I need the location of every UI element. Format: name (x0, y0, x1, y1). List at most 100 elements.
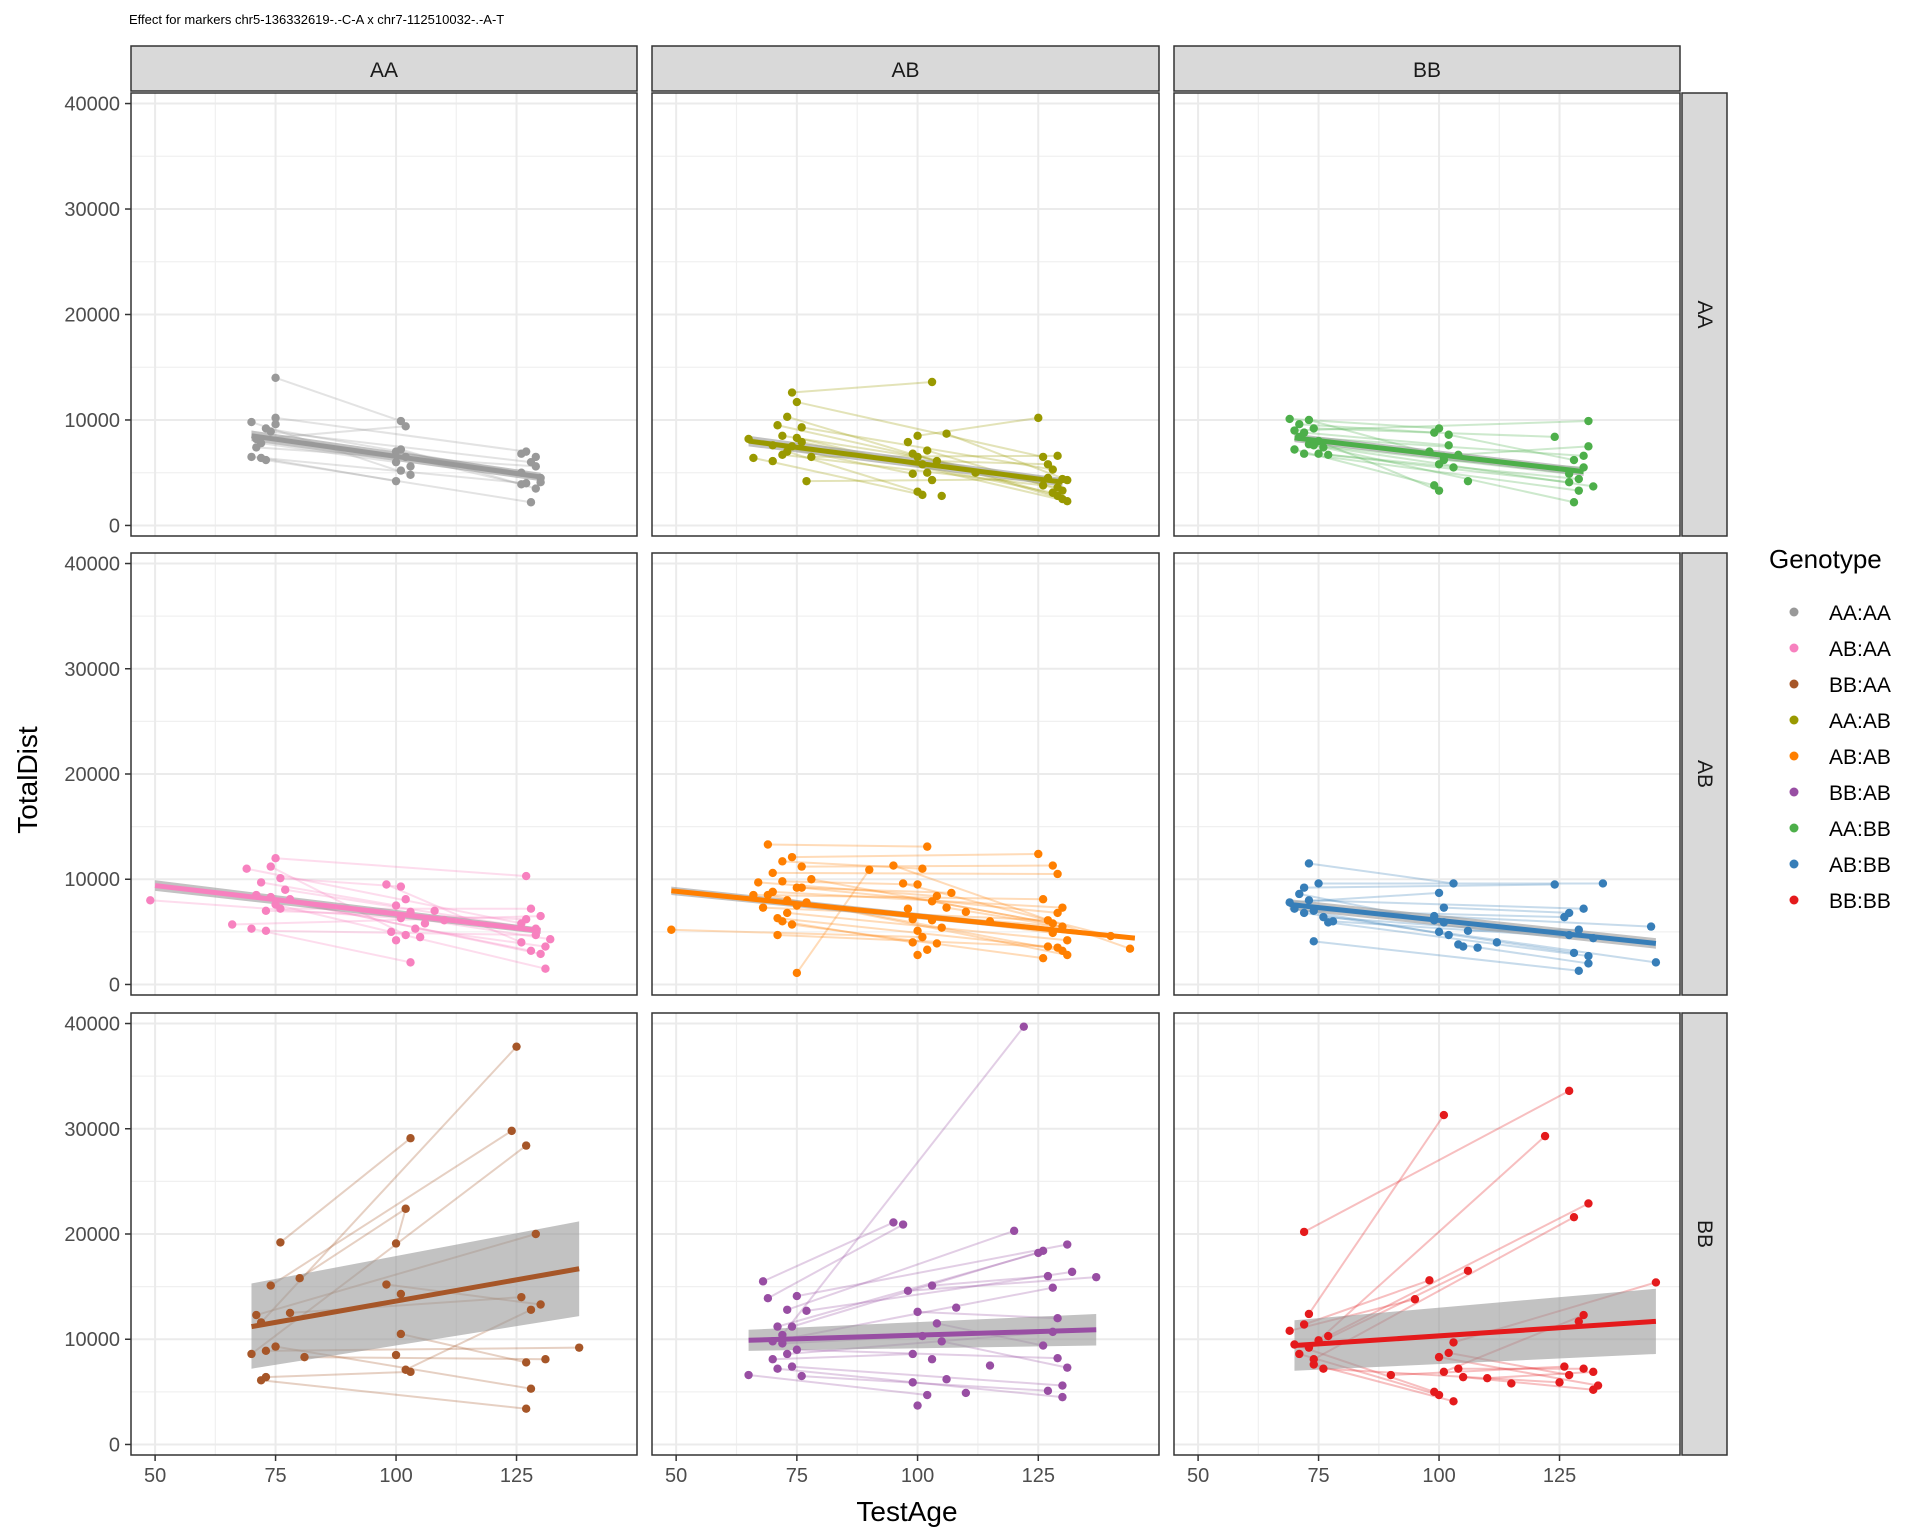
data-point (942, 903, 951, 912)
confidence-band (1294, 1288, 1656, 1371)
panel-data-bb-aa (247, 1042, 584, 1413)
data-point (1540, 1131, 1550, 1141)
data-point (1038, 1341, 1048, 1350)
data-point (903, 437, 913, 447)
data-point (536, 478, 545, 487)
data-point (913, 880, 922, 889)
subject-line (801, 1375, 1049, 1392)
legend-entry: AA:BB (1789, 818, 1891, 841)
subject-line (1448, 433, 1575, 462)
data-point (261, 906, 271, 916)
subject-line (280, 877, 401, 888)
data-point (541, 1355, 550, 1364)
fit-line (748, 1327, 1097, 1343)
data-point (865, 865, 874, 874)
data-point (773, 1364, 782, 1373)
subject-line (246, 867, 522, 925)
data-point (521, 915, 531, 924)
data-point (411, 924, 420, 933)
y-tick-label: 40000 (64, 1014, 120, 1036)
subject-line (931, 1275, 1049, 1287)
legend-label: BB:AB (1829, 782, 1891, 805)
y-tick-label: 0 (109, 1434, 120, 1456)
data-point (913, 431, 922, 440)
data-point (667, 925, 676, 934)
subject-line (1304, 883, 1555, 889)
data-point (1309, 441, 1318, 450)
data-point (517, 1292, 526, 1302)
data-point (797, 423, 806, 432)
fit-line (1294, 435, 1584, 475)
y-tick-label: 40000 (64, 94, 120, 116)
data-point (1309, 1355, 1318, 1364)
subject-line (772, 890, 1063, 909)
legend-label: AB:AB (1829, 746, 1891, 769)
data-point (1043, 942, 1053, 951)
legend-key (1789, 679, 1799, 689)
row-strip-label: AA (1693, 300, 1716, 328)
panel-data-ab-ab (667, 840, 1136, 978)
data-point (295, 1274, 304, 1283)
data-point (1564, 908, 1574, 918)
data-point (531, 462, 540, 471)
data-point (1295, 1349, 1304, 1359)
data-point (1463, 1266, 1473, 1276)
panel-grid (652, 553, 1159, 995)
subject-line (917, 416, 1039, 437)
data-point (1125, 944, 1135, 953)
data-point (1651, 1278, 1661, 1287)
y-tick-label: 30000 (64, 659, 120, 681)
subject-line (907, 1276, 1097, 1292)
subject-line (1390, 1365, 1565, 1377)
data-point (1492, 938, 1502, 947)
data-point (1034, 413, 1043, 423)
data-point (1314, 879, 1323, 888)
data-point (1449, 463, 1458, 472)
panel-border (651, 552, 1160, 996)
legend-title: Genotype (1769, 544, 1882, 574)
subject-line (796, 869, 871, 974)
data-point (228, 920, 237, 929)
data-point (261, 1346, 271, 1356)
data-point (1569, 455, 1579, 465)
y-tick-label: 20000 (64, 1224, 120, 1246)
data-point (1299, 908, 1309, 918)
y-tick-label: 10000 (64, 410, 120, 432)
data-point (937, 1337, 946, 1346)
y-tick-label: 20000 (64, 305, 120, 327)
data-point (1444, 930, 1453, 940)
subject-line (946, 432, 1068, 482)
data-point (754, 878, 763, 887)
data-layer (146, 373, 1661, 1413)
panel-border (651, 92, 1160, 537)
panel-data-bb-ab (744, 1022, 1101, 1410)
data-point (937, 491, 946, 501)
data-point (1584, 959, 1593, 968)
data-point (1434, 888, 1444, 898)
data-point (1564, 478, 1574, 487)
y-tick-label: 10000 (64, 869, 120, 891)
data-point (1058, 1381, 1067, 1390)
data-point (526, 1384, 536, 1393)
data-point (281, 885, 290, 894)
subject-line (265, 1370, 411, 1379)
data-point (1584, 1199, 1593, 1208)
subject-line (1443, 906, 1570, 914)
data-point (749, 453, 758, 463)
legend-entry: BB:AA (1789, 674, 1891, 697)
data-point (787, 1322, 797, 1331)
panel-data-bb-bb (1285, 1086, 1661, 1406)
data-point (908, 1349, 917, 1359)
data-point (526, 1305, 536, 1314)
data-point (1579, 1364, 1588, 1373)
data-point (521, 871, 531, 881)
data-point (1043, 460, 1053, 469)
subject-line (299, 1207, 407, 1280)
data-point (266, 862, 275, 871)
subject-line (782, 434, 918, 458)
data-point (1328, 917, 1338, 926)
data-point (1058, 486, 1067, 495)
data-point (517, 938, 526, 947)
panel-grid (1174, 93, 1680, 536)
